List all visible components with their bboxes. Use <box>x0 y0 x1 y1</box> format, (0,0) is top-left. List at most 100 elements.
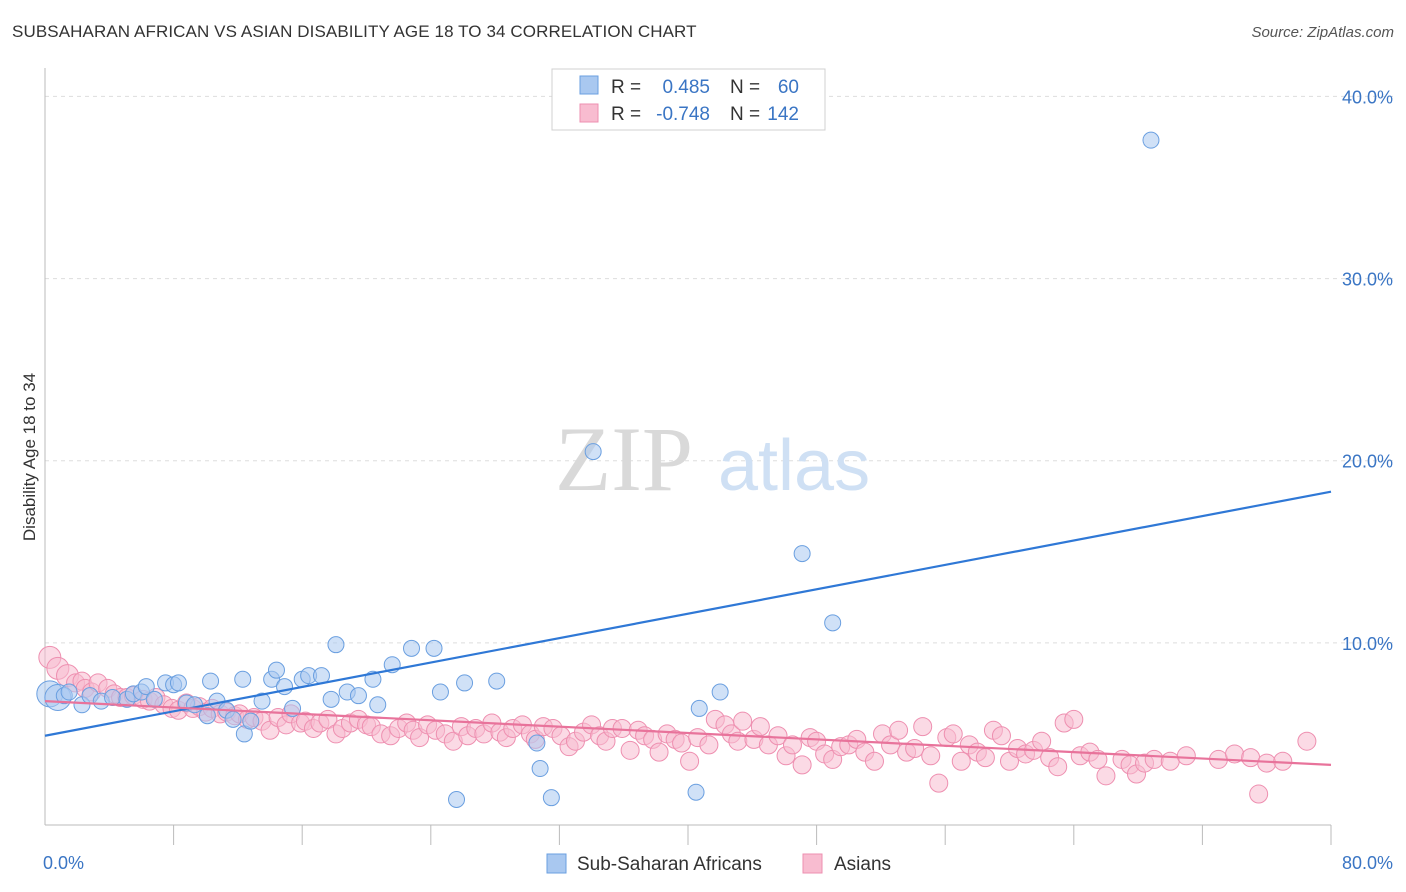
legend-swatch-asians <box>802 853 823 874</box>
data-point-asians <box>792 755 812 775</box>
series-sub-saharan-africans <box>36 131 1160 808</box>
legend-r-value: 0.485 <box>662 77 710 98</box>
data-point-sub-saharan-africans <box>104 689 122 706</box>
data-point-asians <box>921 746 941 766</box>
data-point-asians <box>1088 749 1108 769</box>
y-axis-title: Disability Age 18 to 34 <box>20 373 39 541</box>
data-point-sub-saharan-africans <box>224 710 242 728</box>
data-point-asians <box>620 740 640 760</box>
data-point-asians <box>951 751 971 771</box>
correlation-legend: R = 0.485 N = 60 R = -0.748 N = 142 <box>551 68 826 131</box>
data-point-asians <box>881 735 901 755</box>
series-legend: Sub-Saharan Africans Asians <box>546 853 891 875</box>
data-point-asians <box>680 751 700 771</box>
data-point-sub-saharan-africans <box>425 639 443 657</box>
axes <box>44 68 1332 845</box>
data-point-asians <box>1144 749 1164 769</box>
data-point-asians <box>782 735 802 755</box>
data-point-sub-saharan-africans <box>448 791 466 808</box>
data-point-asians <box>913 717 933 737</box>
data-point-sub-saharan-africans <box>202 672 220 690</box>
data-point-sub-saharan-africans <box>369 696 387 714</box>
data-point-sub-saharan-africans <box>531 760 549 778</box>
data-point-asians <box>943 724 963 744</box>
data-point-sub-saharan-africans <box>327 636 345 654</box>
data-point-sub-saharan-africans <box>1142 131 1160 149</box>
y-tick-labels: 10.0% 20.0% 30.0% 40.0% <box>1342 87 1393 653</box>
data-point-sub-saharan-africans <box>60 683 78 701</box>
data-point-sub-saharan-africans <box>456 674 474 692</box>
data-point-sub-saharan-africans <box>198 707 216 725</box>
data-point-asians <box>1297 731 1317 751</box>
data-point-asians <box>975 748 995 768</box>
legend-n-label: N = <box>730 77 760 98</box>
grid-lines <box>45 95 1393 644</box>
data-point-asians <box>1064 709 1084 729</box>
y-tick-label: 30.0% <box>1342 270 1393 290</box>
data-point-sub-saharan-africans <box>242 712 260 730</box>
legend-label-asians: Asians <box>834 854 891 875</box>
data-point-sub-saharan-africans <box>824 614 842 632</box>
legend-r-label: R = <box>611 104 641 125</box>
chart-title: SUBSAHARAN AFRICAN VS ASIAN DISABILITY A… <box>12 22 697 41</box>
data-point-asians <box>750 717 770 737</box>
data-point-sub-saharan-africans <box>528 734 546 752</box>
data-point-asians <box>1096 766 1116 786</box>
data-point-sub-saharan-africans <box>137 678 155 696</box>
data-point-sub-saharan-africans <box>267 661 285 679</box>
data-point-sub-saharan-africans <box>690 699 708 717</box>
legend-swatch-ssa <box>579 75 599 95</box>
legend-label-ssa: Sub-Saharan Africans <box>577 854 762 875</box>
data-point-sub-saharan-africans <box>185 696 203 714</box>
data-point-sub-saharan-africans <box>403 639 421 657</box>
legend-n-label: N = <box>730 104 760 125</box>
data-point-sub-saharan-africans <box>542 789 560 807</box>
data-point-sub-saharan-africans <box>687 783 705 801</box>
data-point-sub-saharan-africans <box>584 443 602 461</box>
trend-line-asians <box>44 700 1332 766</box>
watermark-atlas: atlas <box>718 426 870 506</box>
data-point-asians <box>991 726 1011 746</box>
data-point-sub-saharan-africans <box>488 672 506 690</box>
data-point-asians <box>905 739 925 758</box>
legend-n-value: 142 <box>767 104 799 125</box>
legend-n-value: 60 <box>778 77 799 98</box>
data-point-asians <box>1249 784 1269 804</box>
trend-line-sub-saharan-africans <box>44 490 1332 737</box>
data-point-sub-saharan-africans <box>145 690 163 708</box>
data-point-asians <box>1241 748 1261 768</box>
data-point-asians <box>1048 757 1068 777</box>
series-asians <box>38 645 1317 804</box>
data-point-asians <box>649 742 669 762</box>
data-point-sub-saharan-africans <box>711 683 729 701</box>
data-point-sub-saharan-africans <box>349 687 367 705</box>
data-point-asians <box>699 735 719 755</box>
x-tick-label: 80.0% <box>1342 853 1393 873</box>
data-point-asians <box>1160 751 1180 771</box>
source-label: Source: ZipAtlas.com <box>1251 24 1394 41</box>
data-point-asians <box>864 751 884 771</box>
data-point-sub-saharan-africans <box>234 670 252 688</box>
y-tick-label: 20.0% <box>1342 452 1393 472</box>
data-point-sub-saharan-africans <box>253 692 271 710</box>
legend-r-value: -0.748 <box>656 104 710 125</box>
legend-swatch-asians <box>579 103 599 123</box>
trend-lines <box>44 490 1332 766</box>
data-point-asians <box>1176 746 1196 766</box>
data-point-sub-saharan-africans <box>793 545 811 563</box>
watermark-zip: ZIP <box>555 408 693 510</box>
x-tick-labels: 0.0% 80.0% <box>43 853 1393 873</box>
data-point-sub-saharan-africans <box>322 690 340 708</box>
data-point-asians <box>768 726 788 746</box>
data-point-asians <box>1032 731 1052 751</box>
legend-r-label: R = <box>611 77 641 98</box>
y-tick-label: 40.0% <box>1342 87 1393 107</box>
data-point-sub-saharan-africans <box>431 683 449 701</box>
data-point-asians <box>672 733 692 753</box>
watermark: ZIP atlas <box>555 408 870 510</box>
y-tick-label: 10.0% <box>1342 634 1393 654</box>
data-point-asians <box>889 720 909 740</box>
data-point-asians <box>733 711 753 731</box>
data-point-asians <box>929 773 949 793</box>
